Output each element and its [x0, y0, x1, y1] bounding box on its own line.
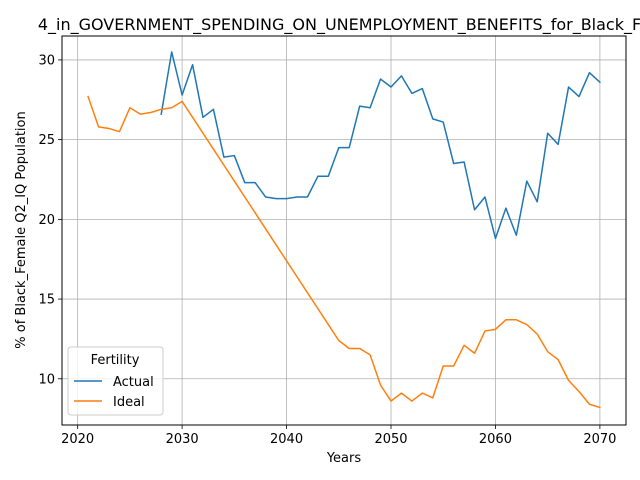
x-tick-label: 2050 [374, 432, 407, 447]
legend-label-ideal: Ideal [113, 395, 145, 410]
series-line-ideal [87, 95, 601, 409]
y-axis-label: % of Black_Female Q2_IQ Population [14, 111, 29, 348]
x-tick-label: 2070 [583, 432, 616, 447]
plot-frame [61, 35, 627, 426]
x-tick-label: 2030 [166, 432, 199, 447]
legend: Fertility Actual Ideal [67, 346, 164, 416]
x-tick-label: 2020 [61, 432, 94, 447]
y-tick-label: 20 [38, 213, 55, 228]
axis-ticks: 2020 2030 2040 2050 2060 2070 10 15 20 25 30 [38, 53, 616, 447]
series-lines [87, 51, 601, 409]
y-tick-label: 10 [38, 372, 55, 387]
x-axis-label: Years [326, 451, 362, 466]
legend-title: Fertility [91, 353, 140, 368]
x-tick-label: 2060 [479, 432, 512, 447]
legend-label-actual: Actual [113, 375, 154, 390]
grid-lines [62, 36, 626, 425]
series-line-actual [160, 51, 601, 240]
legend-box [67, 346, 164, 416]
y-tick-label: 25 [38, 133, 55, 148]
chart-title: 4_in_GOVERNMENT_SPENDING_ON_UNEMPLOYMENT… [38, 15, 640, 35]
x-tick-label: 2040 [270, 432, 303, 447]
y-tick-label: 30 [38, 53, 55, 68]
y-tick-label: 15 [38, 293, 55, 308]
